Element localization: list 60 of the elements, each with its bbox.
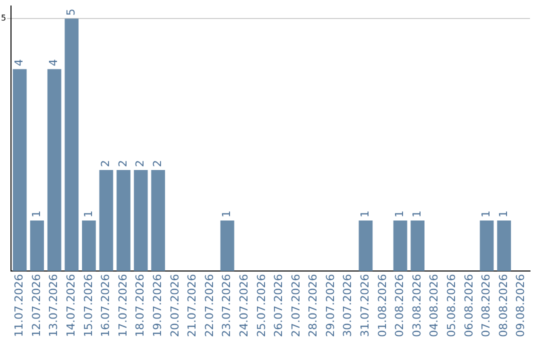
bar [12,69,27,272]
x-tick-label: 18.07.2026 [134,274,147,338]
x-tick-label: 24.07.2026 [237,274,250,338]
x-tick-label: 05.08.2026 [445,274,458,338]
data-label: 1 [480,210,493,218]
x-tick-label: 04.08.2026 [428,274,441,338]
x-tick-label: 21.07.2026 [186,274,199,338]
x-tick-label: 25.07.2026 [254,274,268,338]
data-label: 1 [410,210,424,218]
bar [99,170,114,272]
x-tick-label: 13.07.2026 [47,274,60,338]
bar [82,220,96,272]
data-label: 1 [220,210,234,218]
bar [393,220,408,272]
bar [358,220,373,272]
x-tick-label: 02.08.2026 [393,274,406,338]
data-label: 4 [12,59,26,66]
bar [47,69,62,272]
x-tick-label: 26.07.2026 [272,274,286,338]
x-tick-label: 07.08.2026 [480,274,493,338]
x-tick-label: 14.07.2026 [64,274,78,338]
x-tick-label: 17.07.2026 [116,274,130,338]
data-label: 1 [30,210,43,218]
bar [151,170,166,272]
data-label: 1 [358,210,372,218]
x-tick-label: 09.08.2026 [514,274,528,338]
bar [30,220,44,272]
data-label: 4 [47,59,60,66]
bar [134,170,148,272]
bar [410,220,424,272]
x-tick-label: 30.07.2026 [341,274,354,338]
data-label: 2 [99,160,112,168]
x-tick-label: 31.07.2026 [358,274,372,338]
x-tick-label: 29.07.2026 [324,274,337,338]
x-tick-label: 23.07.2026 [220,274,234,338]
bar [480,220,494,272]
x-tick-label: 27.07.2026 [289,274,302,338]
x-tick-label: 15.07.2026 [82,274,95,338]
x-tick-label: 08.08.2026 [496,274,510,338]
bar [220,220,234,272]
x-tick-label: 28.07.2026 [306,274,320,338]
data-label: 1 [82,210,95,218]
bar [116,170,130,272]
data-label: 2 [150,160,164,168]
x-tick-label: 06.08.2026 [462,274,476,338]
x-tick-label: 19.07.2026 [150,274,164,338]
x-tick-label: 01.08.2026 [376,274,389,338]
data-label: 1 [393,210,406,218]
data-label: 2 [116,160,130,168]
data-label: 2 [134,160,147,168]
bar [497,220,511,272]
x-tick-label: 03.08.2026 [410,274,424,338]
data-label: 1 [496,210,510,218]
x-tick-label: 16.07.2026 [99,274,112,338]
x-tick-label: 20.07.2026 [168,274,182,338]
bar [64,18,79,272]
x-tick-label: 12.07.2026 [30,274,43,338]
data-label: 5 [64,8,78,16]
x-tick-label: 22.07.2026 [202,274,216,338]
x-tick-label: 11.07.2026 [12,274,26,338]
